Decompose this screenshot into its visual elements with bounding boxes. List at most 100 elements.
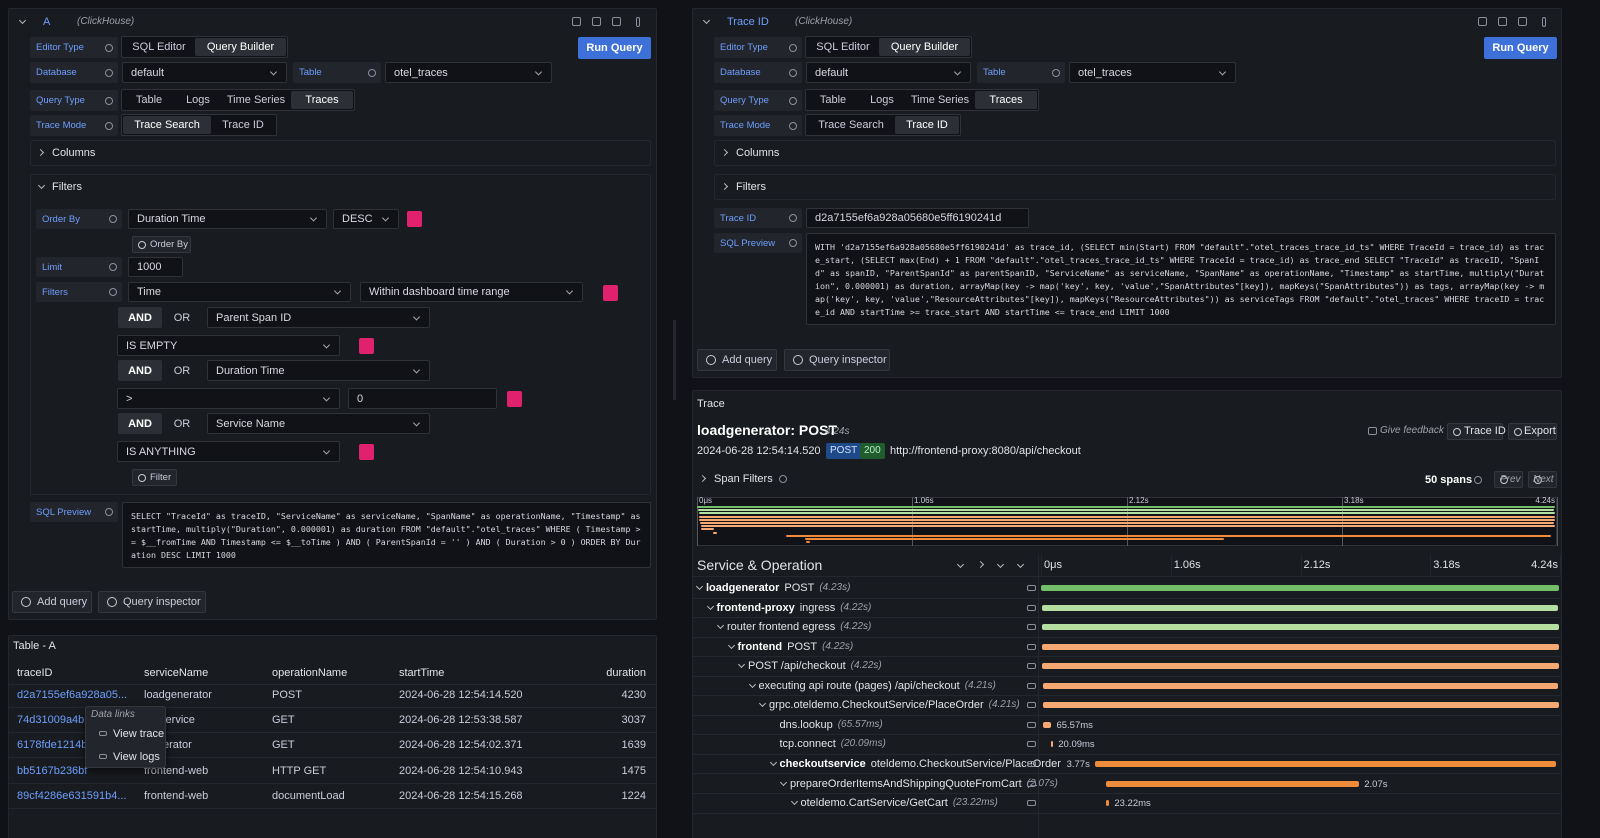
header-icon[interactable] — [1518, 17, 1527, 26]
filter-column-select[interactable]: Parent Span ID — [207, 307, 430, 328]
delete-button[interactable] — [407, 211, 422, 227]
link-icon[interactable] — [1027, 780, 1036, 787]
limit-input[interactable]: 1000 — [128, 257, 183, 277]
operator-select[interactable]: IS EMPTY — [117, 335, 340, 356]
header-icon[interactable] — [612, 17, 621, 26]
span-name[interactable]: oteldemo.CartService/GetCart (23.22ms) — [801, 795, 998, 811]
database-select[interactable]: default — [122, 62, 287, 83]
and-button[interactable]: AND — [118, 307, 162, 328]
prev-button[interactable] — [1494, 471, 1523, 488]
header-icon[interactable] — [572, 17, 581, 26]
editor-type-option[interactable]: Query Builder — [879, 38, 970, 56]
table-select[interactable]: otel_traces — [385, 62, 552, 83]
add-query-button[interactable]: Add query — [697, 349, 777, 371]
delete-button[interactable] — [603, 285, 618, 301]
next-label[interactable]: Next — [1533, 474, 1554, 485]
trace-id-input[interactable]: d2a7155ef6a928a05680e5ff6190241d — [806, 208, 1029, 228]
editor-type-option[interactable]: SQL Editor — [816, 41, 870, 53]
database-select[interactable]: default — [806, 62, 971, 83]
operator-select[interactable]: IS ANYTHING — [117, 441, 340, 462]
link-icon[interactable] — [1027, 741, 1036, 748]
span-name[interactable]: tcp.connect (20.09ms) — [780, 736, 886, 752]
or-button[interactable]: OR — [173, 364, 191, 377]
query-type-option[interactable]: Time Series — [910, 94, 970, 106]
filter-column-select[interactable]: Duration Time — [207, 360, 430, 381]
query-type-option[interactable]: Time Series — [226, 94, 286, 106]
query-inspector-button[interactable]: Query inspector — [98, 591, 206, 613]
span-name[interactable]: router frontend egress (4.22s) — [727, 619, 871, 635]
trace-mode-option[interactable]: Trace ID — [222, 119, 264, 131]
and-button[interactable]: AND — [118, 360, 162, 381]
query-type-option[interactable]: Logs — [186, 94, 210, 106]
value-input[interactable]: 0 — [348, 388, 497, 409]
columns-section[interactable] — [714, 140, 1556, 166]
link-icon[interactable] — [1027, 643, 1036, 650]
filter-column-select[interactable]: Service Name — [207, 413, 430, 434]
filters-section[interactable] — [714, 174, 1556, 200]
span-name[interactable]: grpc.oteldemo.CheckoutService/PlaceOrder… — [769, 697, 1020, 713]
run-query-button[interactable]: Run Query — [1484, 37, 1557, 59]
query-type-option[interactable]: Logs — [870, 94, 894, 106]
query-type-option[interactable]: Traces — [291, 91, 353, 109]
export-button[interactable] — [1508, 423, 1557, 440]
link-icon[interactable] — [1027, 604, 1036, 611]
cell-trace-id[interactable]: d2a7155ef6a928a05... — [17, 689, 128, 701]
header-icon[interactable] — [1478, 17, 1487, 26]
span-filters[interactable]: Span Filters — [714, 473, 773, 485]
run-query-button[interactable]: Run Query — [578, 37, 651, 59]
span-name[interactable]: dns.lookup (65.57ms) — [780, 717, 883, 733]
or-button[interactable]: OR — [173, 311, 191, 324]
span-name[interactable]: POST /api/checkout (4.22s) — [748, 658, 882, 674]
span-name[interactable]: frontend-proxy ingress (4.22s) — [717, 600, 872, 616]
query-type-option[interactable]: Traces — [975, 91, 1037, 109]
trace-mode-option[interactable]: Trace Search — [123, 116, 211, 134]
order-by-select[interactable]: Duration Time — [128, 209, 327, 229]
link-icon[interactable] — [1027, 585, 1036, 591]
header-icon[interactable] — [1498, 17, 1507, 26]
query-type-option[interactable]: Table — [135, 94, 163, 106]
filter-column-select[interactable]: Time — [128, 282, 351, 302]
query-type-option[interactable]: Table — [819, 94, 847, 106]
cell-trace-id[interactable]: 89cf4286e631591b4... — [17, 789, 127, 802]
delete-button[interactable] — [507, 391, 522, 407]
filter-condition-select[interactable]: Within dashboard time range — [360, 282, 583, 302]
link-icon[interactable] — [1027, 624, 1036, 631]
span-name[interactable]: prepareOrderItemsAndShippingQuoteFromCar… — [790, 776, 1058, 792]
cell-trace-id[interactable]: 74d31009a4b — [17, 714, 85, 727]
order-by-button[interactable]: Order By — [132, 236, 191, 253]
link-icon[interactable] — [1027, 721, 1036, 728]
filter-button[interactable]: Filter — [132, 469, 177, 486]
or-button[interactable]: OR — [173, 417, 191, 430]
span-name[interactable]: checkoutservice oteldemo.CheckoutService/… — [780, 756, 1061, 772]
cell-trace-id[interactable]: 6178fde1214b — [17, 739, 88, 752]
trace-mode-option[interactable]: Trace ID — [895, 116, 959, 134]
delete-button[interactable] — [359, 338, 374, 354]
editor-type-option[interactable]: SQL Editor — [132, 41, 186, 53]
and-button[interactable]: AND — [118, 413, 162, 434]
next-button[interactable] — [1528, 471, 1557, 488]
link-icon[interactable] — [1027, 702, 1036, 709]
give-feedback[interactable]: Give feedback — [1380, 425, 1444, 436]
trace-id-button-label[interactable]: Trace ID — [1464, 425, 1506, 437]
span-name[interactable]: loadgenerator POST (4.23s) — [706, 580, 850, 596]
link-icon[interactable] — [1027, 760, 1036, 767]
prev-label[interactable]: Prev — [1500, 474, 1521, 485]
data-link-item[interactable]: View trace — [113, 728, 165, 740]
delete-button[interactable] — [359, 444, 374, 460]
link-icon[interactable] — [1027, 663, 1036, 670]
span-name[interactable]: executing api route (pages) /api/checkou… — [759, 678, 996, 694]
trace-id-button[interactable] — [1447, 423, 1503, 440]
span-name[interactable]: frontend POST (4.22s) — [738, 639, 854, 655]
direction-select[interactable]: DESC — [333, 209, 399, 229]
link-icon[interactable] — [1027, 682, 1036, 689]
data-link-item[interactable]: View logs — [113, 750, 160, 763]
splitter[interactable] — [673, 320, 676, 400]
link-icon[interactable] — [1027, 800, 1036, 807]
header-icon[interactable] — [592, 17, 601, 26]
cell-trace-id[interactable]: bb5167b236bf — [17, 764, 88, 777]
operator-select[interactable]: > — [117, 388, 340, 409]
editor-type-option[interactable]: Query Builder — [195, 38, 286, 56]
query-inspector-button[interactable]: Query inspector — [784, 349, 890, 371]
columns-section[interactable] — [30, 140, 651, 166]
table-select[interactable]: otel_traces — [1069, 62, 1236, 83]
